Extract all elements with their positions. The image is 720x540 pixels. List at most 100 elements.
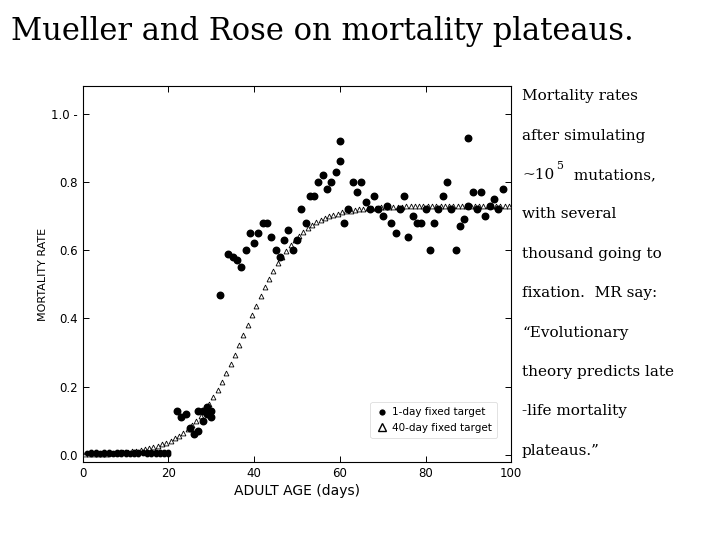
Point xyxy=(90,450,102,458)
Point xyxy=(128,448,140,457)
Point xyxy=(132,449,144,458)
Point xyxy=(206,406,217,415)
Point xyxy=(411,219,423,227)
Point xyxy=(338,219,350,227)
Point xyxy=(124,449,135,458)
Point xyxy=(158,449,170,458)
Point xyxy=(120,448,131,457)
Point xyxy=(197,416,209,425)
Point xyxy=(137,449,148,457)
Point xyxy=(325,178,337,186)
Point xyxy=(492,205,504,213)
Text: mutations,: mutations, xyxy=(569,168,656,182)
Point xyxy=(145,448,157,456)
Point xyxy=(261,219,273,227)
Point xyxy=(202,410,213,418)
Point xyxy=(441,178,453,186)
Point xyxy=(450,246,462,254)
Point xyxy=(206,413,217,422)
Point xyxy=(463,133,474,142)
Point xyxy=(351,188,363,197)
Point xyxy=(94,449,106,458)
Point xyxy=(394,205,405,213)
Point xyxy=(295,205,307,213)
Point xyxy=(163,449,174,458)
Text: Mortality rates: Mortality rates xyxy=(522,89,638,103)
Point xyxy=(180,410,192,418)
Point xyxy=(283,225,294,234)
X-axis label: ADULT AGE (days): ADULT AGE (days) xyxy=(234,484,360,498)
Point xyxy=(437,191,449,200)
Text: with several: with several xyxy=(522,207,616,221)
Text: -life mortality: -life mortality xyxy=(522,404,627,418)
Point xyxy=(291,235,303,244)
Point xyxy=(107,449,119,457)
Point xyxy=(274,253,286,261)
Point xyxy=(312,178,324,186)
Point xyxy=(222,249,234,258)
Point xyxy=(90,448,102,457)
Point xyxy=(137,448,148,457)
Point xyxy=(343,205,354,213)
Point xyxy=(141,449,153,458)
Point xyxy=(176,413,187,422)
Point xyxy=(459,215,470,224)
Point xyxy=(446,205,457,213)
Point xyxy=(103,448,114,456)
Legend: 1-day fixed target, 40-day fixed target: 1-day fixed target, 40-day fixed target xyxy=(371,402,498,438)
Point xyxy=(334,137,346,145)
Point xyxy=(463,201,474,210)
Point xyxy=(99,449,110,458)
Point xyxy=(402,232,414,241)
Point xyxy=(231,256,243,265)
Point xyxy=(116,448,127,456)
Point xyxy=(428,219,440,227)
Point xyxy=(360,198,372,207)
Point xyxy=(248,239,260,248)
Point xyxy=(197,406,209,415)
Point xyxy=(120,450,131,458)
Point xyxy=(189,430,200,438)
Point xyxy=(424,246,436,254)
Text: thousand going to: thousand going to xyxy=(522,247,662,261)
Point xyxy=(214,290,225,299)
Point xyxy=(497,185,508,193)
Text: fixation.  MR say:: fixation. MR say: xyxy=(522,286,657,300)
Point xyxy=(369,191,380,200)
Point xyxy=(454,222,466,231)
Point xyxy=(317,171,328,179)
Point xyxy=(308,191,320,200)
Point xyxy=(158,448,170,457)
Point xyxy=(488,194,500,203)
Point xyxy=(86,449,97,458)
Point xyxy=(244,229,256,238)
Point xyxy=(150,448,161,457)
Text: plateaus.”: plateaus.” xyxy=(522,444,600,458)
Point xyxy=(484,201,495,210)
Point xyxy=(99,448,110,457)
Point xyxy=(300,219,311,227)
Point xyxy=(107,449,119,458)
Point xyxy=(112,449,123,458)
Point xyxy=(116,449,127,458)
Point xyxy=(385,219,397,227)
Point xyxy=(471,205,482,213)
Point xyxy=(227,253,238,261)
Text: theory predicts late: theory predicts late xyxy=(522,365,674,379)
Point xyxy=(304,191,315,200)
Point xyxy=(279,235,290,244)
Text: “Evolutionary: “Evolutionary xyxy=(522,326,629,340)
Point xyxy=(128,449,140,458)
Text: Mueller and Rose on mortality plateaus.: Mueller and Rose on mortality plateaus. xyxy=(11,16,634,47)
Point xyxy=(433,205,444,213)
Point xyxy=(373,205,384,213)
Point xyxy=(364,205,376,213)
Point xyxy=(347,178,359,186)
Point xyxy=(132,448,144,456)
Point xyxy=(381,201,392,210)
Point xyxy=(193,406,204,415)
Point xyxy=(390,229,401,238)
Point xyxy=(163,448,174,456)
Point xyxy=(202,403,213,411)
Point xyxy=(145,449,157,458)
